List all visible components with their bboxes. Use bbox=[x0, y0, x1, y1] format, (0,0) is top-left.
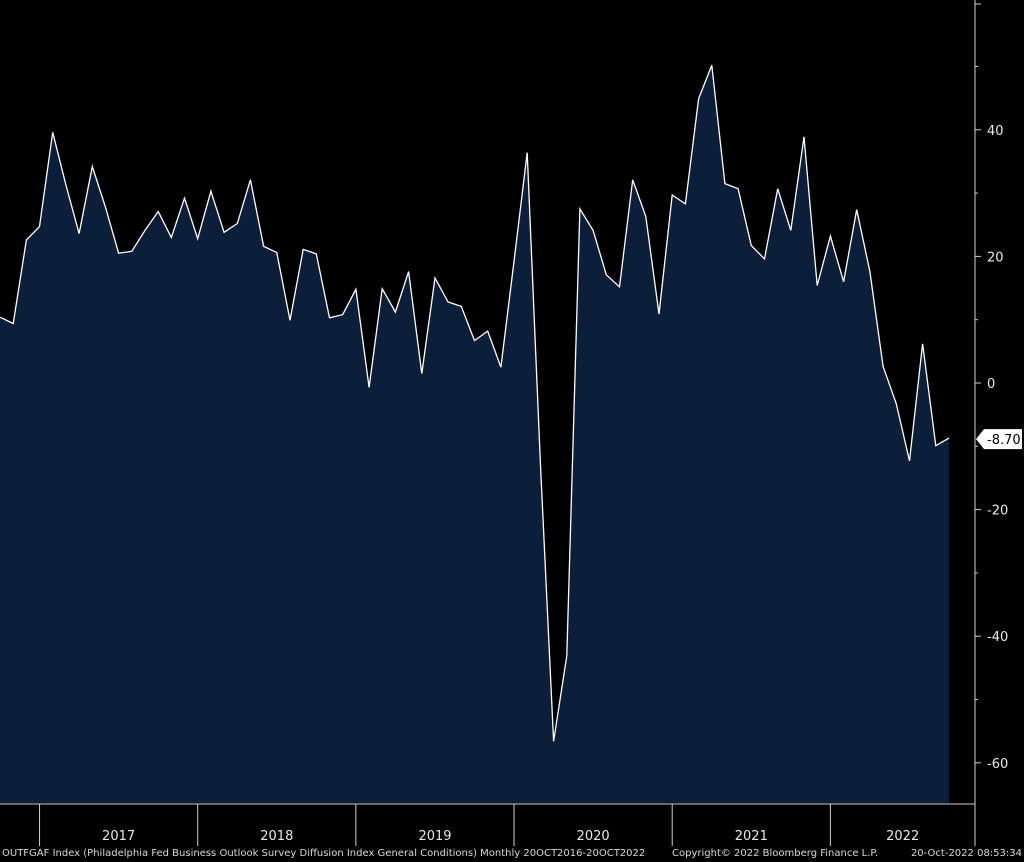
x-tick-label: 2020 bbox=[577, 829, 610, 844]
y-tick-label: -40 bbox=[987, 630, 1008, 645]
y-tick-label: 20 bbox=[987, 250, 1004, 265]
y-tick-label: 0 bbox=[987, 377, 995, 392]
footer-description: OUTFGAF Index (Philadelphia Fed Business… bbox=[2, 848, 646, 859]
last-value-label: -8.70 bbox=[987, 433, 1021, 448]
y-tick-label: -60 bbox=[987, 757, 1008, 772]
footer: OUTFGAF Index (Philadelphia Fed Business… bbox=[0, 846, 1024, 862]
last-value-layer: -8.70 bbox=[976, 429, 1022, 450]
y-tick-label: -20 bbox=[987, 504, 1008, 519]
series-area bbox=[0, 65, 949, 803]
last-value-badge bbox=[976, 429, 1022, 450]
x-tick-label: 2019 bbox=[418, 829, 451, 844]
series-line bbox=[0, 64, 950, 742]
line-layer bbox=[0, 64, 950, 742]
area-layer bbox=[0, 65, 949, 803]
x-tick-label: 2018 bbox=[260, 829, 293, 844]
x-tick-label: 2022 bbox=[886, 829, 919, 844]
footer-copyright: Copyright© 2022 Bloomberg Finance L.P. bbox=[672, 848, 879, 859]
footer-timestamp: 20-Oct-2022 08:53:34 bbox=[910, 848, 1022, 859]
y-tick-label: 40 bbox=[987, 124, 1004, 139]
y-axis: 40 20 0 -20 -40 -60 bbox=[974, 0, 1008, 846]
x-tick-label: 2021 bbox=[735, 829, 768, 844]
x-tick-label: 2017 bbox=[102, 829, 135, 844]
x-axis: 2017 2018 2019 2020 2021 2022 bbox=[0, 803, 975, 846]
